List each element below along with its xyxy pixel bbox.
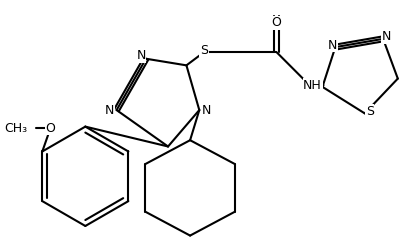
Text: NH: NH [303, 79, 322, 92]
Text: O: O [271, 16, 281, 29]
Text: S: S [200, 43, 208, 57]
Text: N: N [105, 103, 114, 117]
Text: N: N [136, 49, 146, 62]
Text: N: N [328, 39, 337, 52]
Text: N: N [201, 103, 211, 117]
Text: O: O [46, 122, 55, 135]
Text: S: S [366, 105, 374, 118]
Text: CH₃: CH₃ [4, 122, 28, 135]
Text: N: N [381, 30, 391, 43]
